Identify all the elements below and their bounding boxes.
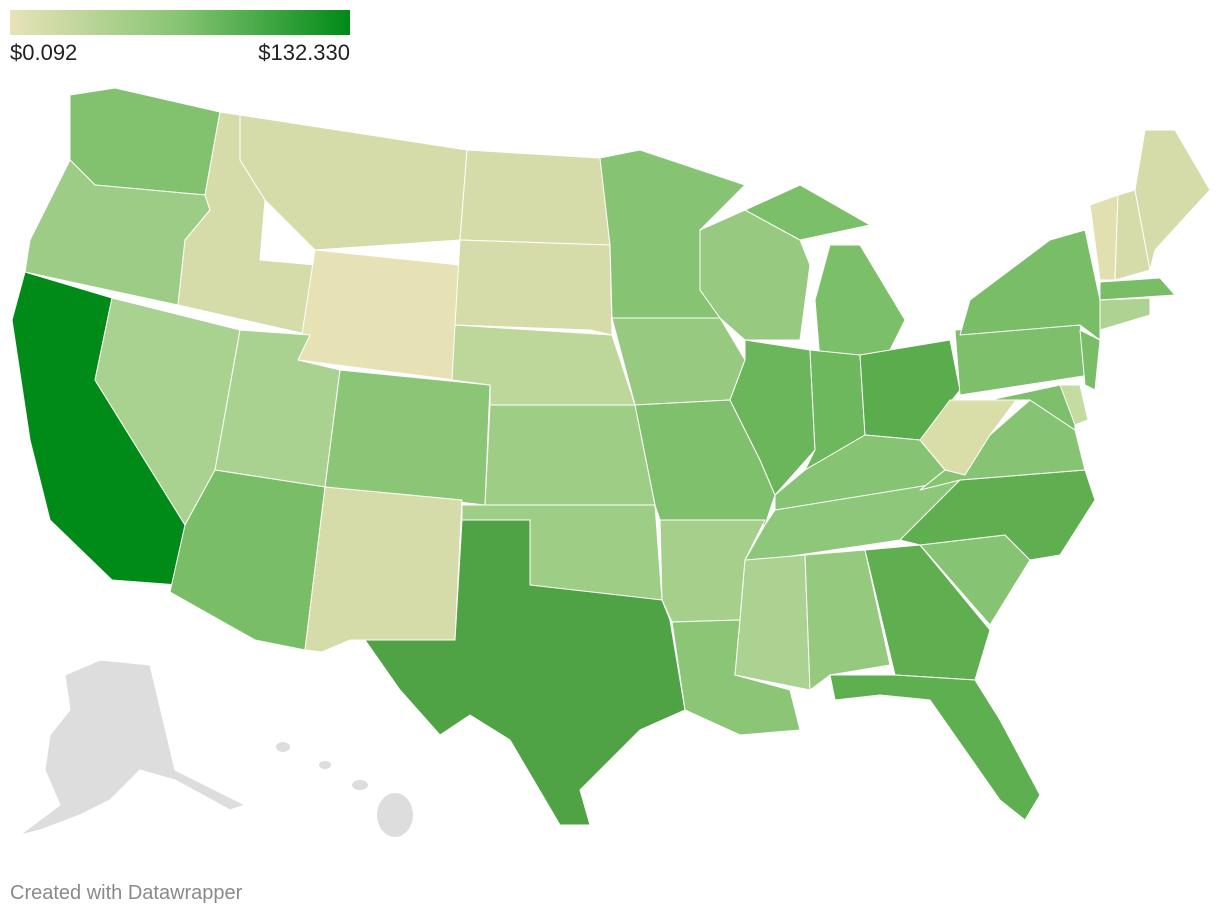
state: [69, 87, 221, 196]
state: [744, 184, 871, 241]
state: [734, 554, 811, 691]
state: [454, 239, 613, 336]
state: [276, 742, 290, 752]
state: [484, 404, 656, 506]
state: [1079, 329, 1101, 391]
state: [364, 519, 686, 826]
state: [1099, 277, 1176, 301]
state: [1134, 129, 1211, 271]
state: [19, 659, 246, 836]
state: [1059, 384, 1089, 426]
state: [919, 394, 1021, 476]
state: [459, 149, 611, 246]
state: [959, 229, 1101, 341]
state: [1089, 194, 1119, 281]
state: [377, 793, 413, 837]
state: [814, 244, 906, 361]
states: [11, 87, 1211, 837]
state: [304, 486, 463, 653]
state: [611, 317, 746, 406]
state: [352, 780, 368, 790]
state: [864, 544, 991, 681]
state: [324, 369, 491, 506]
legend-gradient: [10, 10, 350, 35]
state: [804, 549, 891, 691]
state: [239, 114, 468, 251]
footer: Created with Datawrapper: [10, 882, 243, 904]
state: [297, 249, 461, 381]
legend-max: $132.330: [258, 40, 350, 65]
state: [1099, 297, 1151, 331]
state: [319, 761, 331, 769]
state: [829, 674, 1041, 821]
legend-min: $0.092: [10, 40, 77, 65]
